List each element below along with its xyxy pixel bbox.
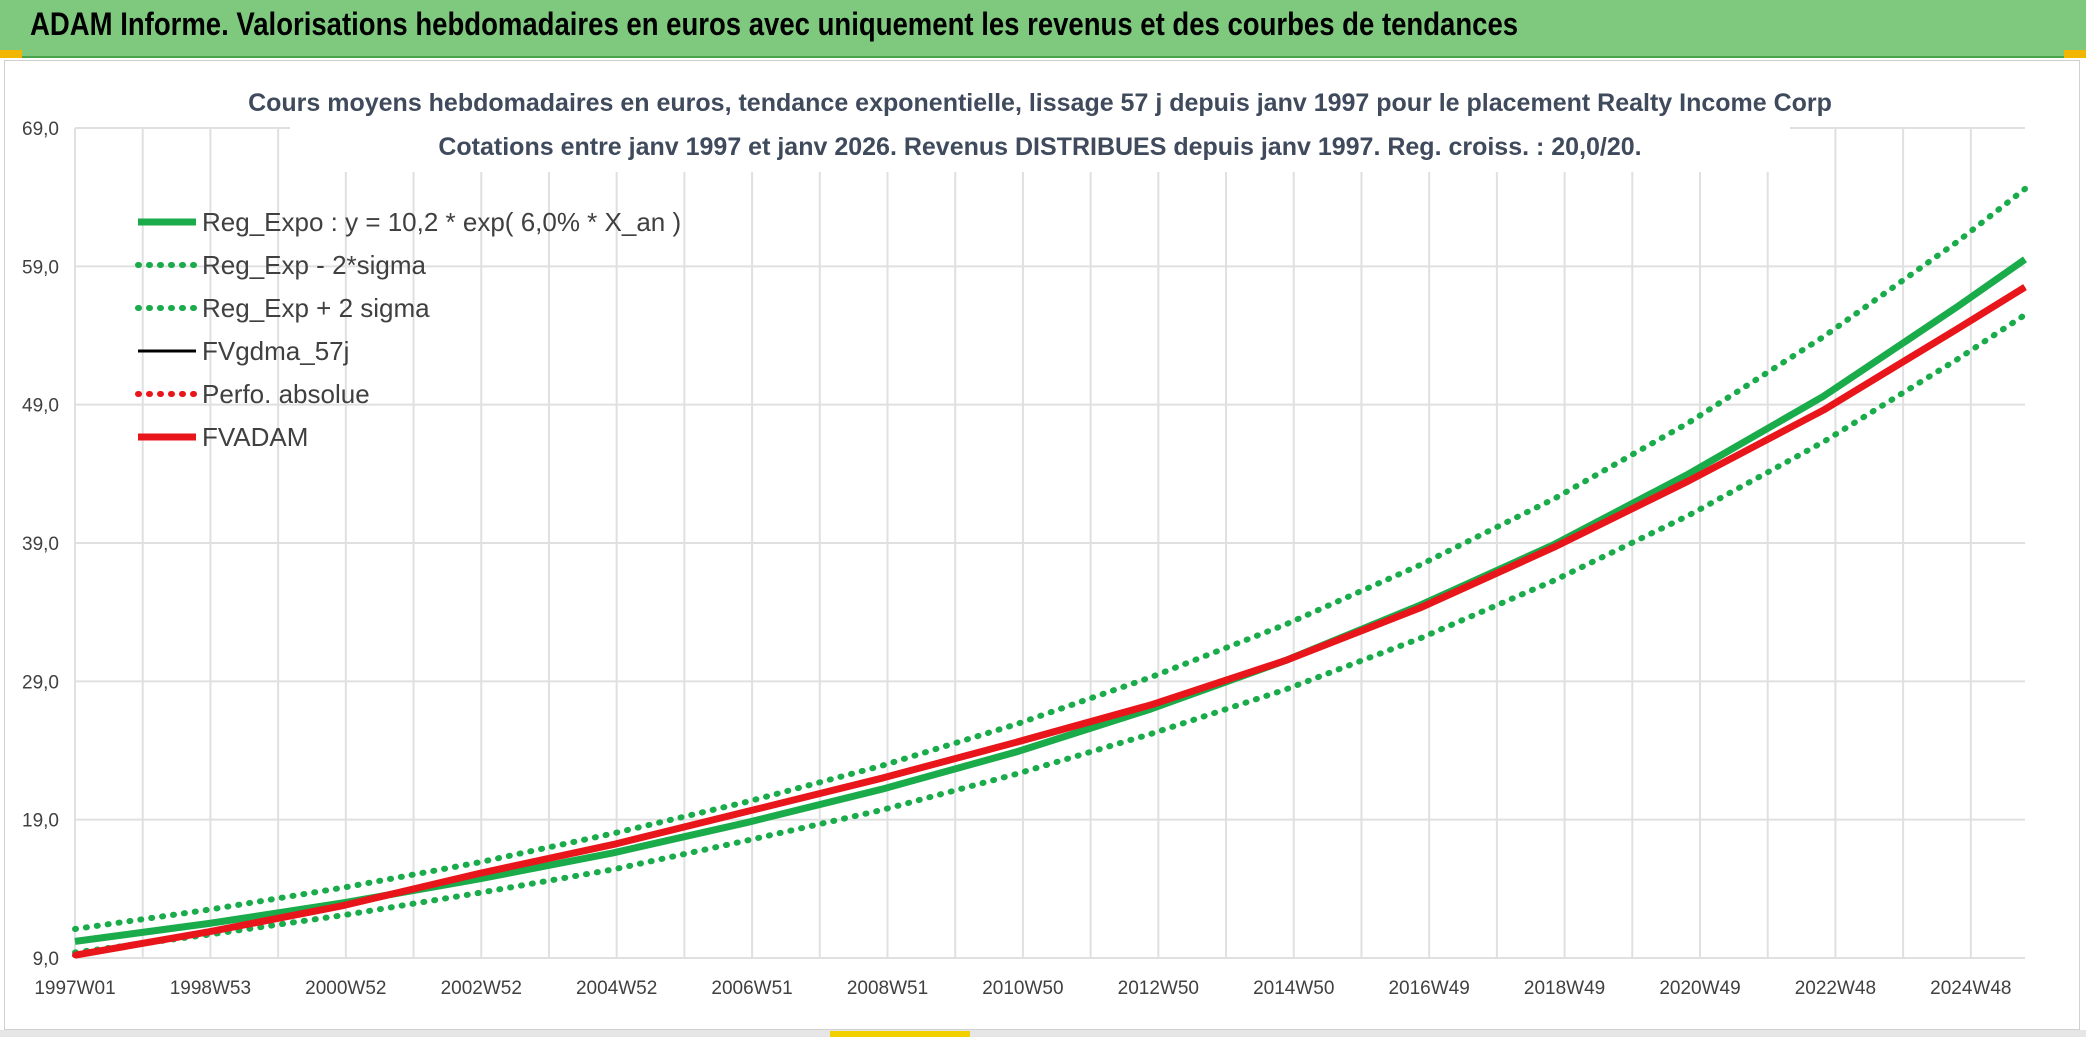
x-tick-label: 2008W51 bbox=[847, 978, 928, 999]
chart-titles: Cours moyens hebdomadaires en euros, ten… bbox=[248, 82, 1832, 172]
series-line-2 bbox=[72, 185, 2028, 932]
corner-accent-right bbox=[2064, 50, 2086, 58]
x-tick-label: 2024W48 bbox=[1930, 978, 2011, 999]
y-tick-label: 69,0 bbox=[22, 119, 59, 140]
x-tick-label: 2016W49 bbox=[1388, 978, 1469, 999]
chart-title: Cours moyens hebdomadaires en euros, ten… bbox=[248, 89, 1832, 117]
legend-label-0: Reg_Expo : y = 10,2 * exp( 6,0% * X_an ) bbox=[202, 207, 681, 237]
report-title: ADAM Informe. Valorisations hebdomadaire… bbox=[30, 6, 1519, 42]
chart-frame bbox=[4, 60, 2080, 1030]
x-tick-label: 2004W52 bbox=[576, 978, 657, 999]
y-tick-label: 59,0 bbox=[22, 257, 59, 278]
series-line-1 bbox=[72, 311, 2028, 956]
y-tick-label: 29,0 bbox=[22, 672, 59, 693]
y-tick-label: 19,0 bbox=[22, 811, 59, 832]
series-lines bbox=[72, 185, 2028, 959]
legend: Reg_Expo : y = 10,2 * exp( 6,0% * X_an )… bbox=[135, 207, 681, 452]
chart-subtitle: Cotations entre janv 1997 et janv 2026. … bbox=[438, 133, 1641, 161]
legend-label-1: Reg_Exp - 2*sigma bbox=[202, 250, 427, 280]
x-tick-label: 2012W50 bbox=[1118, 978, 1199, 999]
x-tick-label: 2000W52 bbox=[305, 978, 386, 999]
title-background bbox=[290, 82, 1790, 172]
x-tick-label: 2018W49 bbox=[1524, 978, 1605, 999]
x-tick-label: 1997W01 bbox=[34, 978, 115, 999]
report-header: ADAM Informe. Valorisations hebdomadaire… bbox=[0, 0, 2086, 58]
bottom-accent bbox=[830, 1031, 970, 1037]
legend-label-3: FVgdma_57j bbox=[202, 336, 349, 366]
legend-label-5: FVADAM bbox=[202, 422, 308, 452]
series-line-0 bbox=[74, 256, 2028, 945]
legend-label-4: Perfo. absolue bbox=[202, 379, 370, 409]
x-tick-label: 2010W50 bbox=[982, 978, 1063, 999]
bottom-strip bbox=[0, 1030, 2086, 1037]
y-tick-label: 49,0 bbox=[22, 396, 59, 417]
corner-accent-left bbox=[0, 50, 22, 58]
x-tick-label: 2014W50 bbox=[1253, 978, 1334, 999]
y-tick-label: 39,0 bbox=[22, 534, 59, 555]
y-tick-label: 9,0 bbox=[33, 949, 59, 970]
series-line-5 bbox=[74, 284, 2027, 959]
x-tick-label: 2006W51 bbox=[711, 978, 792, 999]
x-tick-label: 2002W52 bbox=[441, 978, 522, 999]
x-tick-label: 2020W49 bbox=[1659, 978, 1740, 999]
axes: 9,0 19,0 29,0 39,0 49,0 59,0 69,0 1997W01 1998W5… bbox=[22, 119, 2011, 999]
x-tick-label: 2022W48 bbox=[1795, 978, 1876, 999]
x-tick-label: 1998W53 bbox=[170, 978, 251, 999]
legend-label-2: Reg_Exp + 2 sigma bbox=[202, 293, 430, 323]
